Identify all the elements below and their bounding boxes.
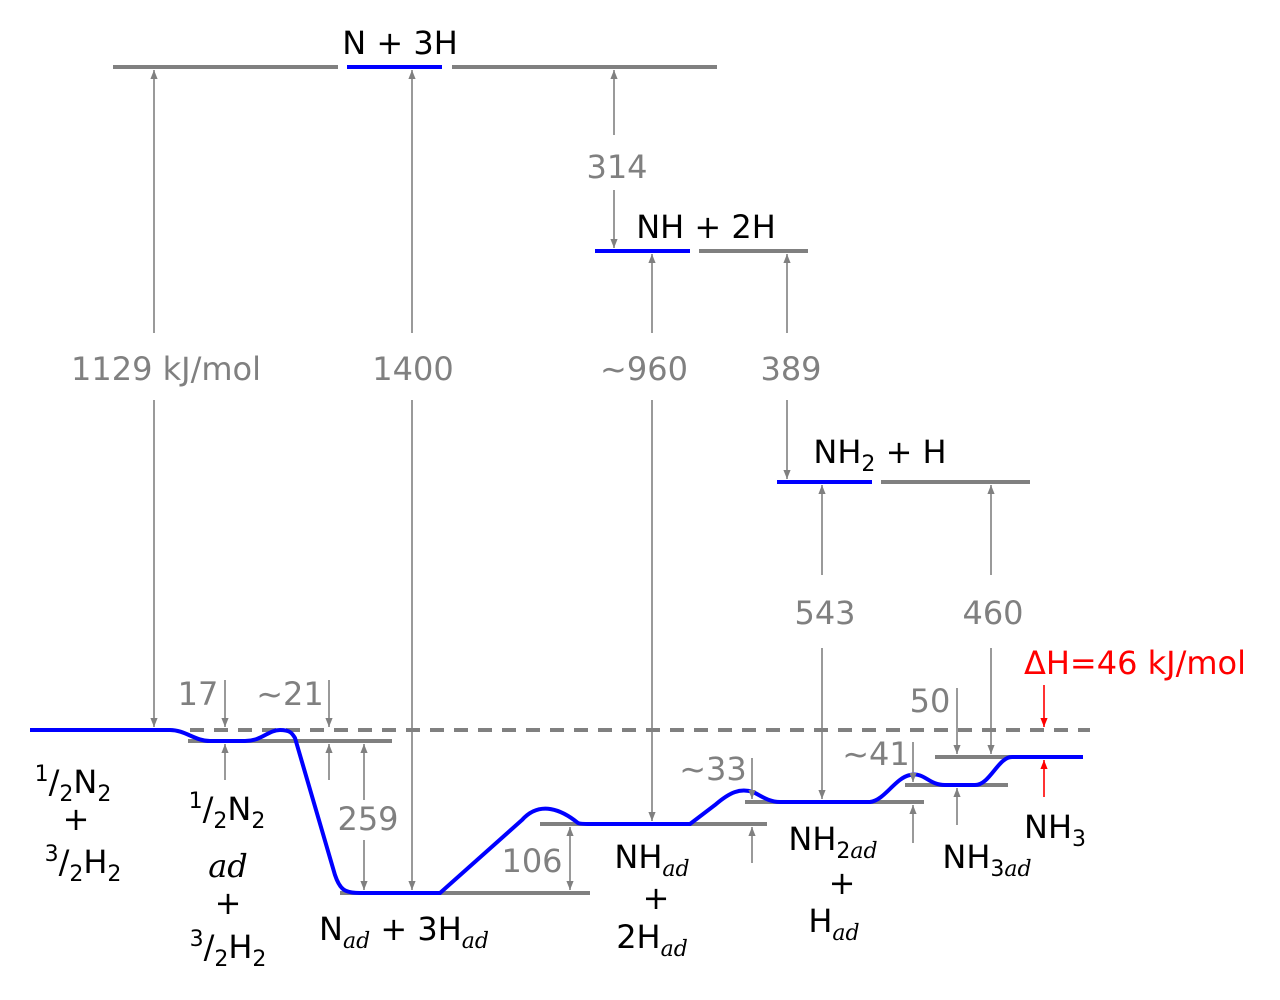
energy-50: 50 bbox=[910, 682, 951, 720]
state-n2-ad-sub: ad bbox=[208, 847, 248, 885]
state-nh2-ad-plus: + bbox=[829, 864, 856, 902]
energy-543: 543 bbox=[794, 594, 855, 632]
state-nh2-ad-line1: NH2ad bbox=[788, 820, 877, 864]
state-labels: N + 3H NH + 2H NH2 + H NH3 1/2N2 + 3/2H2… bbox=[35, 24, 1086, 972]
state-nh3-ad: NH3ad bbox=[942, 838, 1031, 882]
state-nh3: NH3 bbox=[1024, 808, 1086, 852]
energy-389: 389 bbox=[760, 350, 821, 388]
energy-106: 106 bbox=[501, 842, 562, 880]
state-n2-ad-line2: 3/2H2 bbox=[190, 927, 267, 972]
state-reactants-plus: + bbox=[63, 800, 90, 838]
state-reactants-line1: 1/2N2 bbox=[35, 762, 112, 807]
energy-1129: 1129 kJ/mol bbox=[71, 350, 261, 388]
energy-labels: 1129 kJ/mol 1400 314 ~960 389 543 460 17… bbox=[71, 148, 1024, 880]
state-reactants-line2: 3/2H2 bbox=[45, 842, 122, 887]
state-nh-2h: NH + 2H bbox=[636, 208, 776, 246]
state-n2-ad-line1: 1/2N2 bbox=[189, 789, 266, 834]
energy-41: ~41 bbox=[842, 735, 910, 773]
energy-460: 460 bbox=[962, 594, 1023, 632]
state-nh2-ad-line2: Had bbox=[808, 902, 859, 946]
energy-960: ~960 bbox=[600, 350, 688, 388]
state-nh-ad-line2: 2Had bbox=[616, 918, 688, 962]
arrows bbox=[150, 70, 1048, 890]
state-n2-ad-plus: + bbox=[215, 884, 242, 922]
energy-33: ~33 bbox=[679, 750, 747, 788]
energy-259: 259 bbox=[337, 800, 398, 838]
delta-h-label: ΔH=46 kJ/mol bbox=[1024, 644, 1246, 682]
state-nh2-h: NH2 + H bbox=[813, 433, 946, 477]
state-n-ad: Nad + 3Had bbox=[319, 910, 489, 954]
state-nh-ad-line1: NHad bbox=[614, 838, 689, 882]
energy-314: 314 bbox=[586, 148, 647, 186]
state-n-3h: N + 3H bbox=[342, 24, 458, 62]
energy-1400: 1400 bbox=[372, 350, 453, 388]
state-nh-ad-plus: + bbox=[643, 879, 670, 917]
energy-17: 17 bbox=[178, 675, 219, 713]
energy-21: ~21 bbox=[256, 675, 324, 713]
energy-levels bbox=[113, 65, 1090, 895]
